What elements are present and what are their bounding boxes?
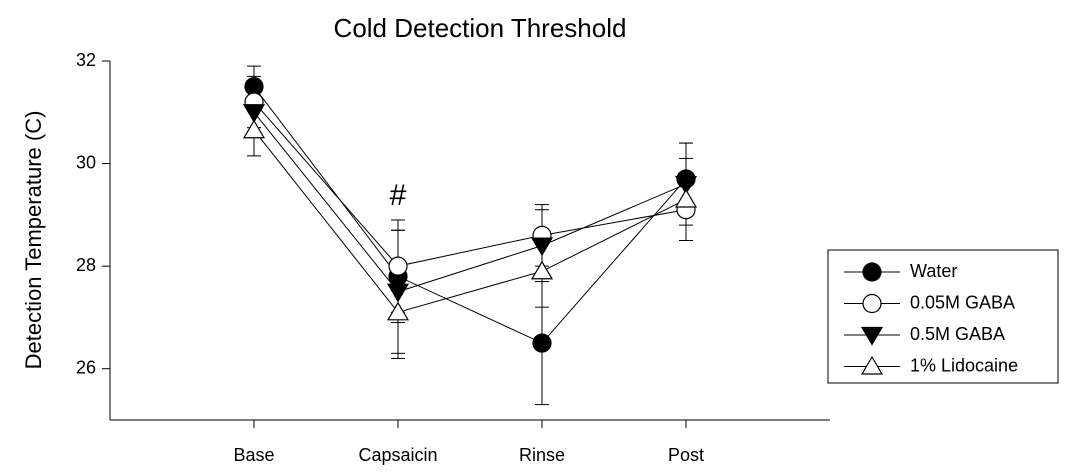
marker (860, 326, 884, 346)
legend: Water 0.05M GABA 0.5M GABA 1% Lidocaine (827, 249, 1059, 384)
marker (242, 104, 266, 123)
y-tick-label: 26 (76, 357, 96, 377)
marker (862, 262, 882, 282)
marker (674, 175, 698, 195)
x-tick-label: Base (233, 445, 274, 465)
series-line (253, 101, 687, 267)
legend-label: 0.05M GABA (910, 292, 1015, 312)
marker (532, 333, 552, 353)
marker (860, 355, 884, 375)
y-axis-label: Detection Temperature (C) (21, 111, 46, 370)
series-line (253, 86, 687, 344)
y-tick-label: 30 (76, 152, 96, 172)
marker (386, 301, 410, 321)
chart-title: Cold Detection Threshold (334, 13, 627, 43)
marker (530, 237, 554, 257)
x-tick-label: Rinse (519, 445, 565, 465)
series-line (253, 111, 687, 293)
legend-label: Water (910, 261, 957, 281)
x-tick-label: Capsaicin (358, 445, 437, 465)
marker (388, 256, 408, 276)
marker (530, 260, 554, 280)
legend-label: 0.5M GABA (910, 324, 1005, 344)
marker (674, 188, 698, 208)
y-tick-label: 28 (76, 255, 96, 275)
series-line (253, 129, 687, 313)
marker (386, 283, 410, 303)
marker (862, 293, 882, 314)
annotation: # (390, 179, 407, 212)
x-tick-label: Post (668, 445, 704, 465)
legend-label: 1% Lidocaine (910, 355, 1018, 375)
y-tick-label: 32 (76, 50, 96, 70)
marker (242, 119, 266, 139)
